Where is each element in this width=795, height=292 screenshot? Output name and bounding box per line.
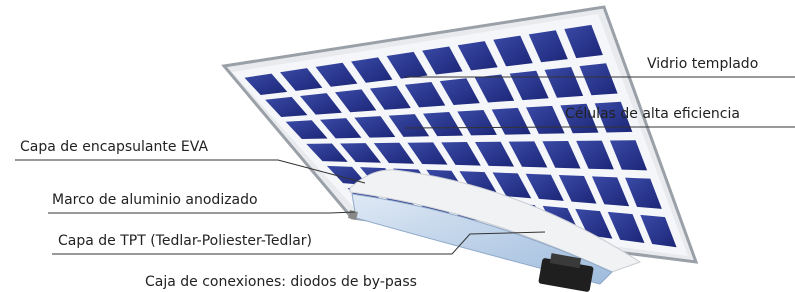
- label: Capa de TPT (Tedlar-Poliester-Tedlar): [58, 233, 312, 249]
- leader-line: [48, 212, 355, 213]
- label: Capa de encapsulante EVA: [20, 139, 208, 155]
- label: Células de alta eficiencia: [565, 106, 740, 122]
- label: Vidrio templado: [647, 56, 758, 72]
- label: Caja de conexiones: diodos de by-pass: [145, 274, 417, 290]
- page: {"labels": [ {"text": "Vidrio templado"}…: [0, 0, 795, 292]
- diagram: Vidrio templado Células de alta eficienc…: [0, 0, 795, 292]
- label: Marco de aluminio anodizado: [52, 192, 258, 208]
